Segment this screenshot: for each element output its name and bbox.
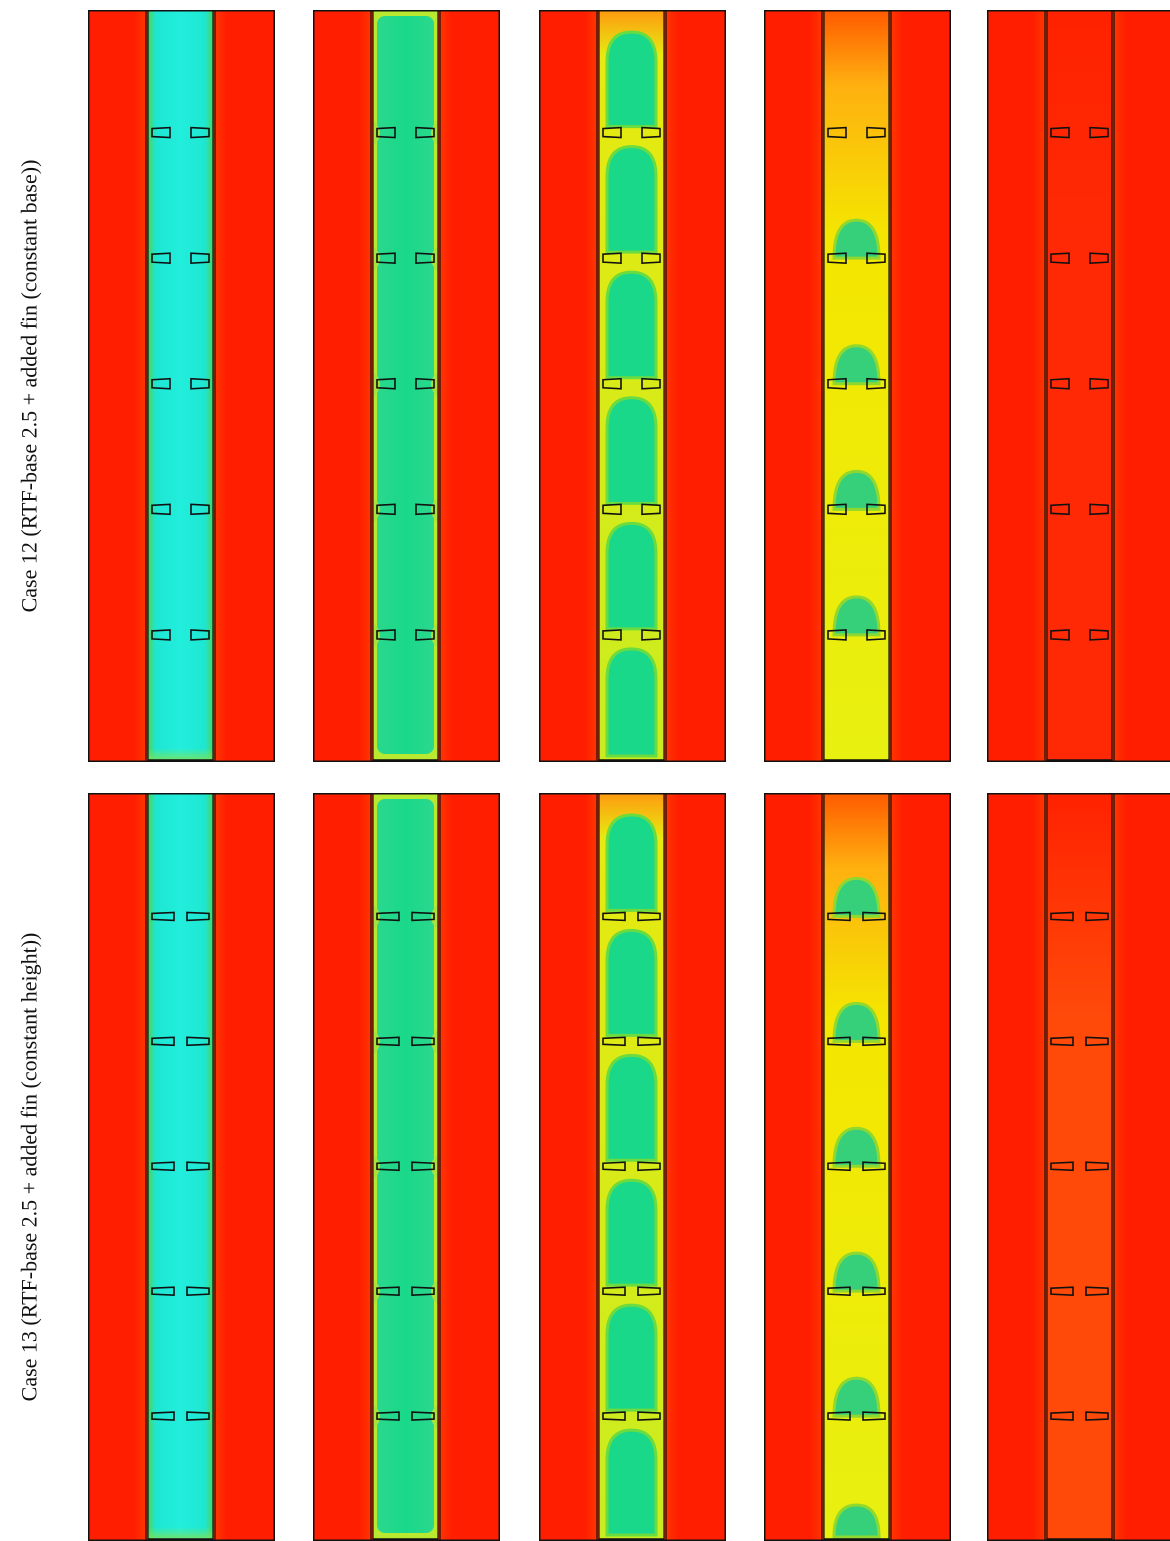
fin [827, 629, 886, 641]
pcm-tube-interior [599, 793, 664, 1541]
fin [1050, 126, 1109, 139]
fin [376, 1411, 435, 1421]
fin [376, 1036, 435, 1047]
fin [1050, 1036, 1109, 1047]
fin [827, 377, 886, 390]
fin [1050, 629, 1109, 641]
fin [827, 1286, 886, 1297]
fin [376, 1161, 435, 1172]
fin [602, 1411, 661, 1421]
fin [376, 252, 435, 265]
fin [602, 911, 661, 922]
fin [151, 503, 210, 516]
fin [602, 1036, 661, 1047]
fin [376, 503, 435, 516]
fin [1050, 911, 1109, 922]
fin [151, 911, 210, 922]
fin [827, 1036, 886, 1047]
fin [376, 1286, 435, 1297]
fin [602, 126, 661, 139]
fin [376, 911, 435, 922]
fin [376, 629, 435, 641]
fin [827, 911, 886, 922]
pcm-tube-interior [1047, 10, 1112, 762]
pcm-tube-interior [824, 10, 889, 762]
fin [602, 503, 661, 516]
contour-panel-r1-c3 [539, 10, 726, 762]
fin [1050, 1161, 1109, 1172]
contour-panel-r2-c5 [987, 793, 1170, 1541]
fin [1050, 1411, 1109, 1421]
fin [151, 1411, 210, 1421]
pcm-tube-interior [148, 793, 213, 1541]
fin [1050, 503, 1109, 516]
fin [151, 126, 210, 139]
fin [602, 252, 661, 265]
fin [602, 629, 661, 641]
fin [602, 377, 661, 390]
fin [827, 1411, 886, 1421]
fin [827, 503, 886, 516]
pcm-tube-interior [148, 10, 213, 762]
fin [827, 1161, 886, 1172]
pcm-tube-interior [599, 10, 664, 762]
fin [1050, 252, 1109, 265]
fin [1050, 1286, 1109, 1297]
fin [376, 126, 435, 139]
fin [827, 126, 886, 139]
contour-panel-r1-c2 [313, 10, 500, 762]
fin [602, 1286, 661, 1297]
contour-panel-r2-c4 [764, 793, 951, 1541]
fin [1050, 377, 1109, 390]
pcm-tube-interior [1047, 793, 1112, 1541]
contour-panel-r1-c4 [764, 10, 951, 762]
fin [376, 377, 435, 390]
fin [151, 1286, 210, 1297]
contour-panel-r2-c1 [88, 793, 275, 1541]
fin [827, 252, 886, 265]
fin [602, 1161, 661, 1172]
fin [151, 252, 210, 265]
pcm-tube-interior [373, 793, 438, 1541]
pcm-tube-interior [824, 793, 889, 1541]
fin [151, 377, 210, 390]
contour-panel-r2-c3 [539, 793, 726, 1541]
fin [151, 1161, 210, 1172]
pcm-tube-interior [373, 10, 438, 762]
fin [151, 1036, 210, 1047]
fin [151, 629, 210, 641]
contour-panel-r1-c5 [987, 10, 1170, 762]
contour-panel-r2-c2 [313, 793, 500, 1541]
contour-panel-r1-c1 [88, 10, 275, 762]
